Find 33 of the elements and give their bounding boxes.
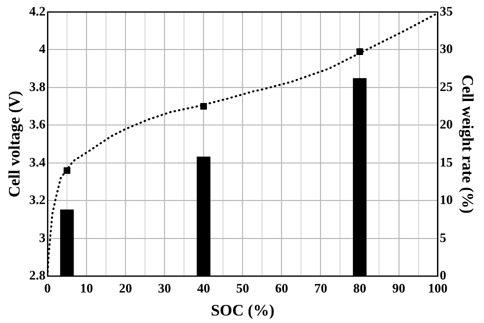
y2-tick-label: 30 [440, 41, 453, 56]
y-tick-label: 3.8 [29, 78, 46, 94]
x-tick-label: 100 [428, 280, 448, 296]
point [356, 48, 364, 55]
x-tick-label: 50 [236, 280, 250, 296]
y2-tick-label: 5 [440, 230, 447, 245]
x-tick-label: 0 [44, 280, 51, 296]
y2-tick-label: 15 [440, 154, 454, 170]
y2-tick-label: 20 [440, 116, 453, 132]
y2-axis-title: Cell weight rate (%) [458, 74, 476, 214]
x-tick-label: 30 [158, 280, 172, 296]
y2-tick-label: 25 [440, 78, 454, 94]
x-axis-title: SOC (%) [210, 302, 274, 320]
x-tick-label: 20 [119, 280, 132, 296]
x-tick-label: 80 [353, 280, 366, 296]
point [200, 103, 207, 110]
y-tick-label: 4 [38, 41, 46, 56]
y2-tick-label: 10 [440, 192, 453, 208]
y-tick-label: 3.4 [29, 154, 46, 170]
x-tick-label: 90 [392, 280, 406, 296]
x-tick-label: 60 [275, 280, 288, 296]
y-tick-label: 3 [38, 230, 46, 245]
y-tick-label: 3.6 [29, 116, 46, 132]
point [64, 167, 70, 174]
y-axis-title: Cell voltage (V) [6, 90, 24, 198]
x-tick-label: 40 [197, 280, 210, 296]
y2-tick-label: 0 [440, 268, 446, 283]
y-tick-label: 2.8 [29, 268, 46, 283]
y-tick-label: 3.2 [29, 192, 46, 208]
y2-tick-label: 35 [440, 3, 454, 18]
x-tick-label: 70 [314, 280, 328, 296]
x-tick-label: 10 [80, 280, 93, 296]
y-tick-label: 4.2 [29, 3, 46, 18]
